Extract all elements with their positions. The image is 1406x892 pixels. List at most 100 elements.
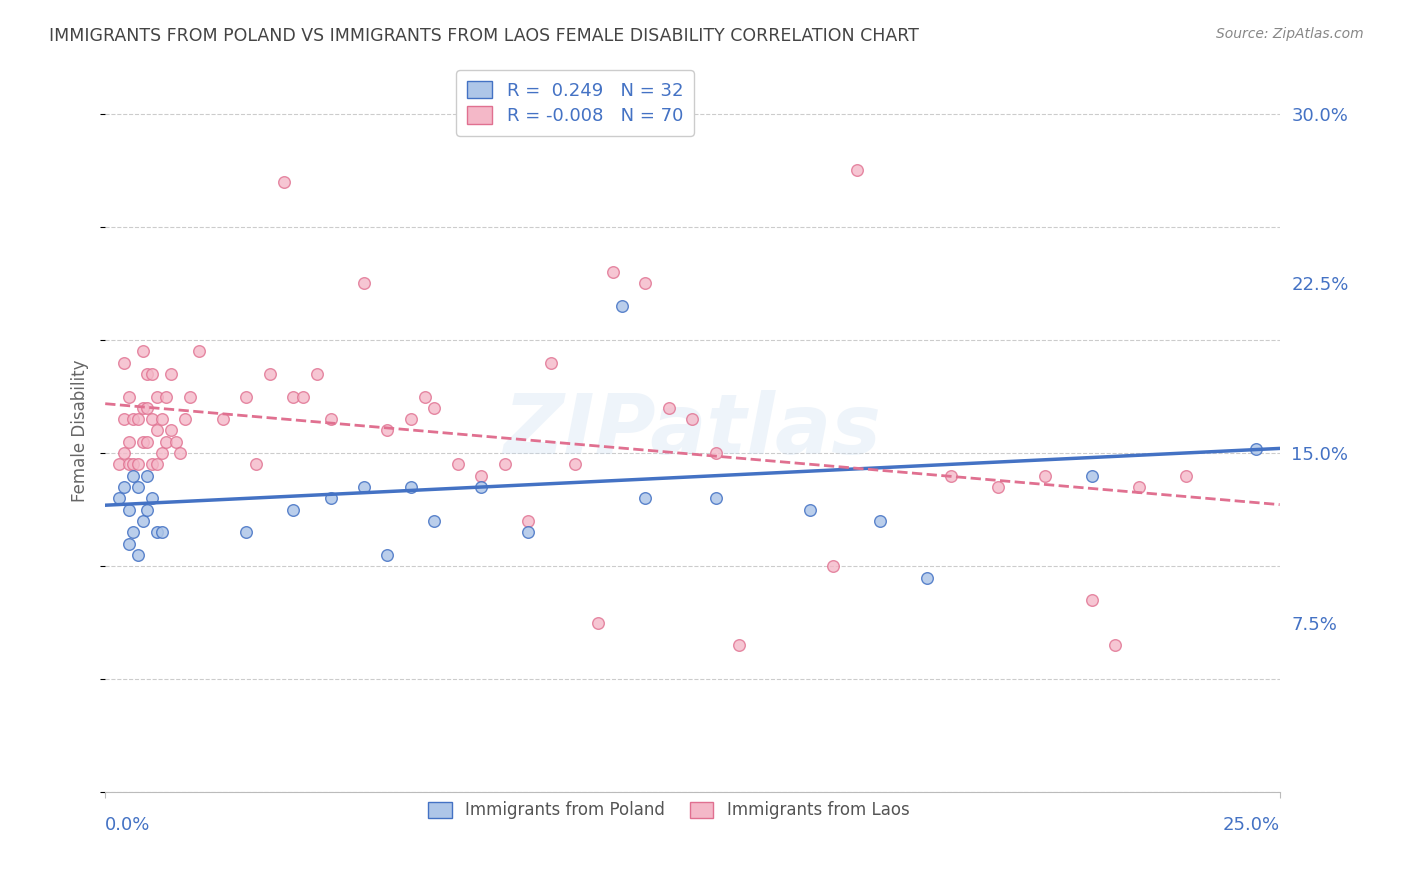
Point <box>375 548 398 562</box>
Point <box>141 491 163 506</box>
Point <box>136 502 159 516</box>
Point <box>564 458 586 472</box>
Point <box>1080 593 1102 607</box>
Point <box>132 401 155 415</box>
Point <box>869 514 891 528</box>
Point <box>494 458 516 472</box>
Point <box>845 163 868 178</box>
Point <box>146 525 169 540</box>
Point <box>610 299 633 313</box>
Point <box>1244 442 1267 456</box>
Point <box>634 277 657 291</box>
Text: 0.0%: 0.0% <box>105 815 150 834</box>
Point <box>112 480 135 494</box>
Point <box>118 502 141 516</box>
Point <box>118 458 141 472</box>
Point <box>588 615 610 630</box>
Point <box>799 502 821 516</box>
Point <box>136 434 159 449</box>
Point <box>540 95 562 110</box>
Point <box>259 367 281 381</box>
Point <box>1174 468 1197 483</box>
Text: Source: ZipAtlas.com: Source: ZipAtlas.com <box>1216 27 1364 41</box>
Point <box>1033 468 1056 483</box>
Point <box>446 458 468 472</box>
Point <box>127 480 149 494</box>
Point <box>179 390 201 404</box>
Point <box>150 412 173 426</box>
Point <box>281 502 304 516</box>
Point <box>132 344 155 359</box>
Point <box>728 639 751 653</box>
Point <box>146 424 169 438</box>
Point <box>141 458 163 472</box>
Point <box>517 525 540 540</box>
Point <box>681 412 703 426</box>
Point <box>917 570 939 584</box>
Point <box>122 468 145 483</box>
Point <box>188 344 211 359</box>
Point <box>704 446 727 460</box>
Point <box>141 412 163 426</box>
Point <box>127 458 149 472</box>
Point <box>174 412 197 426</box>
Point <box>141 367 163 381</box>
Point <box>658 401 681 415</box>
Point <box>150 446 173 460</box>
Point <box>136 468 159 483</box>
Point <box>127 412 149 426</box>
Point <box>540 356 562 370</box>
Point <box>634 491 657 506</box>
Text: IMMIGRANTS FROM POLAND VS IMMIGRANTS FROM LAOS FEMALE DISABILITY CORRELATION CHA: IMMIGRANTS FROM POLAND VS IMMIGRANTS FRO… <box>49 27 920 45</box>
Point <box>1104 639 1126 653</box>
Point <box>375 424 398 438</box>
Point <box>118 390 141 404</box>
Point <box>160 424 183 438</box>
Point <box>146 390 169 404</box>
Point <box>423 514 446 528</box>
Point <box>245 458 267 472</box>
Point <box>211 412 233 426</box>
Point <box>155 390 177 404</box>
Point <box>122 458 145 472</box>
Point <box>399 480 422 494</box>
Point <box>127 548 149 562</box>
Point <box>122 525 145 540</box>
Point <box>136 367 159 381</box>
Point <box>281 390 304 404</box>
Text: 25.0%: 25.0% <box>1222 815 1279 834</box>
Point <box>118 536 141 550</box>
Point <box>470 468 492 483</box>
Point <box>112 356 135 370</box>
Point <box>291 390 314 404</box>
Point <box>704 491 727 506</box>
Point <box>1128 480 1150 494</box>
Point <box>273 175 295 189</box>
Point <box>118 434 141 449</box>
Point <box>112 412 135 426</box>
Point <box>108 491 131 506</box>
Point <box>987 480 1010 494</box>
Point <box>399 412 422 426</box>
Point <box>823 559 845 574</box>
Point <box>108 458 131 472</box>
Point <box>155 434 177 449</box>
Point <box>122 412 145 426</box>
Point <box>939 468 962 483</box>
Point <box>150 525 173 540</box>
Point <box>423 401 446 415</box>
Point <box>353 480 375 494</box>
Point <box>160 367 183 381</box>
Y-axis label: Female Disability: Female Disability <box>72 359 89 501</box>
Point <box>470 480 492 494</box>
Point <box>169 446 191 460</box>
Point <box>305 367 328 381</box>
Point <box>413 390 436 404</box>
Point <box>1080 468 1102 483</box>
Point <box>132 434 155 449</box>
Point <box>517 514 540 528</box>
Point <box>353 277 375 291</box>
Point <box>319 412 342 426</box>
Point <box>235 525 257 540</box>
Point <box>602 265 624 279</box>
